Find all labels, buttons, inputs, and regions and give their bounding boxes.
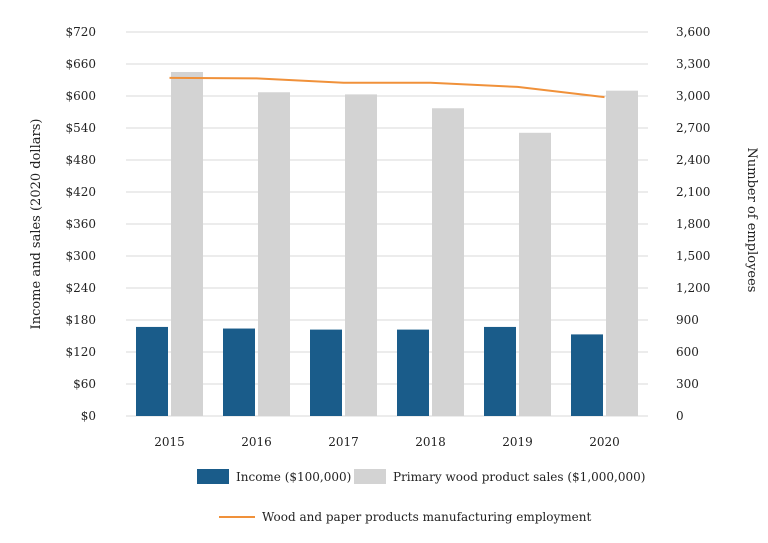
bars	[136, 72, 638, 417]
y-right-tick-label: 3,000	[676, 89, 710, 103]
y-axis-title: Income and sales (2020 dollars)	[29, 119, 44, 330]
income-bar-2020	[571, 334, 603, 416]
y-tick-label: $420	[65, 185, 96, 199]
legend-label-employment: Wood and paper products manufacturing em…	[262, 510, 591, 524]
sales-bar-2019	[519, 132, 551, 417]
y-tick-label: $480	[65, 153, 96, 167]
legend-label-sales: Primary wood product sales ($1,000,000)	[393, 470, 645, 484]
sales-bar-2016	[258, 92, 290, 417]
y-right-tick-label: 2,100	[676, 185, 710, 199]
x-tick-label: 2015	[154, 435, 185, 449]
legend: Income ($100,000) Primary wood product s…	[197, 469, 645, 524]
y-tick-label: $0	[81, 409, 96, 423]
legend-label-income: Income ($100,000)	[236, 470, 351, 484]
y-tick-label: $540	[65, 121, 96, 135]
x-axis-ticks: 2015 2016 2017 2018 2019 2020	[154, 435, 620, 449]
income-bar-2015	[136, 326, 168, 416]
income-bar-2018	[397, 329, 429, 416]
y-right-tick-label: 300	[676, 377, 699, 391]
legend-swatch-income	[197, 469, 229, 484]
y-tick-label: $600	[65, 89, 96, 103]
sales-bar-2015	[171, 72, 203, 416]
y-right-tick-label: 2,400	[676, 153, 710, 167]
y-right-tick-label: 0	[676, 409, 684, 423]
income-bar-2017	[310, 329, 342, 416]
x-tick-label: 2020	[589, 435, 620, 449]
sales-bar-2020	[606, 90, 638, 417]
left-axis-ticks: $0 $60 $120 $180 $240 $300 $360 $420 $480 $540 $60…	[65, 25, 96, 423]
income-bar-2016	[223, 328, 255, 416]
x-tick-label: 2018	[415, 435, 446, 449]
legend-swatch-sales	[354, 469, 386, 484]
sales-bar-2017	[345, 94, 377, 417]
y-right-tick-label: 900	[676, 313, 699, 327]
x-tick-label: 2017	[328, 435, 359, 449]
y-tick-label: $240	[65, 281, 96, 295]
y-right-tick-label: 3,300	[676, 57, 710, 71]
y-right-tick-label: 2,700	[676, 121, 710, 135]
y-axis-right-title: Number of employees	[744, 148, 759, 293]
y-tick-label: $360	[65, 217, 96, 231]
y-right-tick-label: 1,500	[676, 249, 710, 263]
x-tick-label: 2016	[241, 435, 272, 449]
sales-bar-2018	[432, 108, 464, 417]
y-right-tick-label: 3,600	[676, 25, 710, 39]
y-tick-label: $180	[65, 313, 96, 327]
x-tick-label: 2019	[502, 435, 533, 449]
y-tick-label: $660	[65, 57, 96, 71]
y-right-tick-label: 600	[676, 345, 699, 359]
y-tick-label: $720	[65, 25, 96, 39]
employment-line	[169, 76, 605, 99]
income-bar-2019	[484, 326, 516, 416]
gridlines	[126, 31, 648, 417]
y-tick-label: $300	[65, 249, 96, 263]
y-right-tick-label: 1,200	[676, 281, 710, 295]
y-tick-label: $60	[73, 377, 96, 391]
employment-line-layer	[169, 76, 605, 99]
y-tick-label: $120	[65, 345, 96, 359]
right-axis-ticks: 0 300 600 900 1,200 1,500 1,800 2,100 2,400 2,700…	[676, 25, 710, 423]
y-right-tick-label: 1,800	[676, 217, 710, 231]
